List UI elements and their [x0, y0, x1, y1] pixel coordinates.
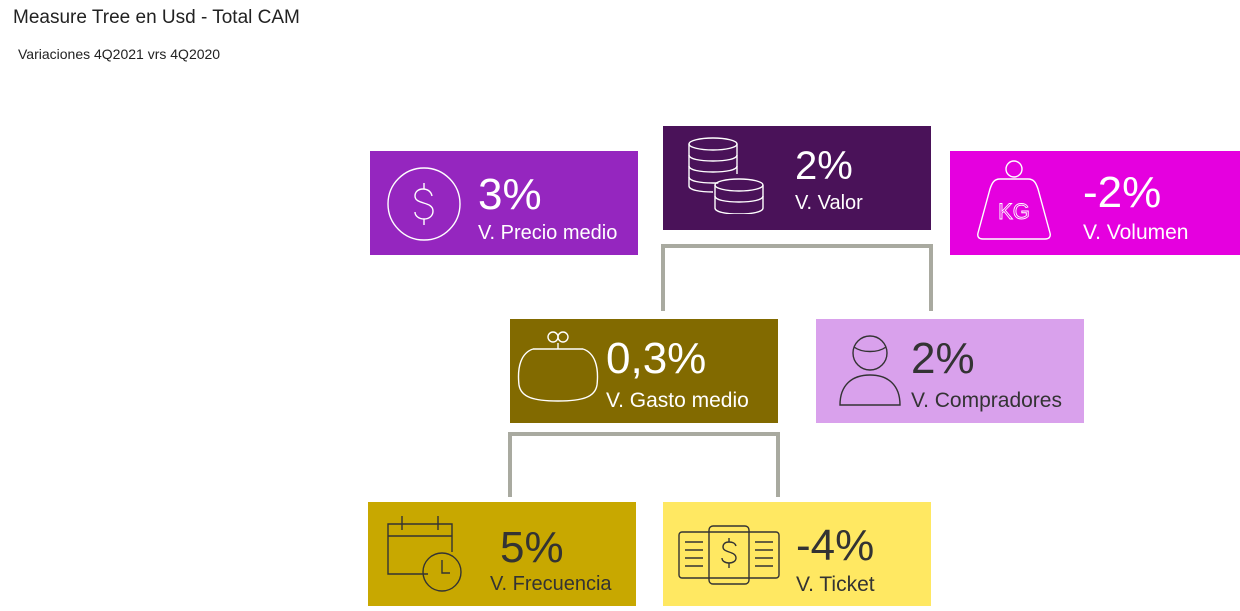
node-valor: 2% V. Valor: [663, 126, 931, 230]
kg-label: KG: [998, 199, 1030, 224]
node-ticket: -4% V. Ticket: [663, 502, 931, 606]
node-label: V. Valor: [795, 192, 863, 214]
node-label: V. Frecuencia: [490, 573, 612, 595]
node-value: 2%: [911, 334, 975, 383]
node-value: 0,3%: [606, 334, 707, 383]
kg-weight-icon: KG: [977, 160, 1051, 240]
dollar-circle-icon: [387, 167, 461, 241]
page-subtitle: Variaciones 4Q2021 vrs 4Q2020: [18, 46, 221, 62]
node-gasto-medio: 0,3% V. Gasto medio: [510, 319, 778, 423]
node-compradores: 2% V. Compradores: [816, 319, 1084, 423]
node-volumen: KG -2% V. Volumen: [950, 151, 1240, 255]
banknote-icon: [678, 525, 780, 585]
connector-valor-to-children: [661, 244, 933, 311]
node-label: V. Gasto medio: [606, 389, 749, 412]
node-label: V. Volumen: [1083, 221, 1189, 244]
node-precio-medio: 3% V. Precio medio: [370, 151, 638, 255]
node-label: V. Precio medio: [478, 222, 618, 244]
node-label: V. Compradores: [911, 389, 1062, 412]
node-frecuencia: 5% V. Frecuencia: [368, 502, 636, 606]
node-value: 3%: [478, 170, 542, 219]
calendar-clock-icon: [387, 516, 462, 592]
page-title: Measure Tree en Usd - Total CAM: [13, 7, 300, 28]
node-value: -2%: [1083, 168, 1162, 217]
person-icon: [839, 335, 901, 406]
coin-stack-icon: [688, 137, 764, 214]
node-value: -4%: [796, 521, 875, 570]
node-label: V. Ticket: [796, 573, 875, 596]
node-value: 2%: [795, 144, 853, 188]
node-value: 5%: [500, 523, 564, 572]
connector-gasto-to-children: [508, 432, 780, 497]
purse-icon: [517, 331, 599, 402]
